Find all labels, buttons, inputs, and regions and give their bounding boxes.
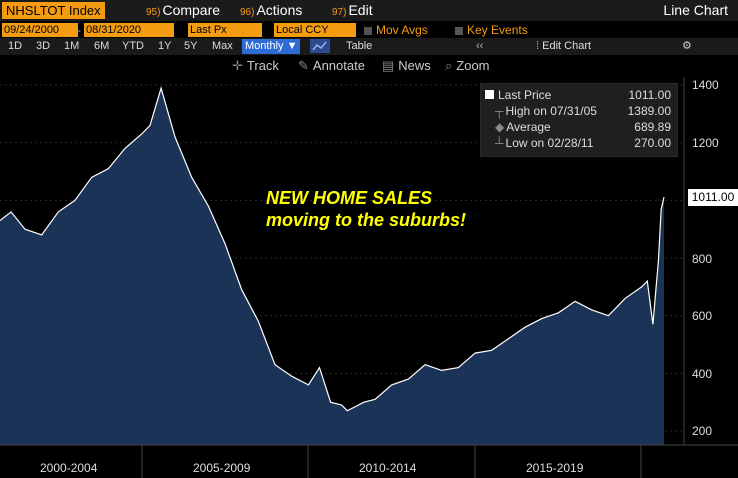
- y-tick-400: 400: [692, 367, 712, 381]
- top-toolbar: NHSLTOT Index 95) Compare 96) Actions 97) E…: [0, 0, 738, 21]
- edit-chart-button[interactable]: ⁞ Edit Chart: [536, 39, 591, 54]
- news-tool[interactable]: ▤ News: [382, 57, 431, 75]
- annotate-label: Annotate: [313, 58, 365, 73]
- chart-type-title: Line Chart: [663, 1, 728, 20]
- average-marker-icon: ◆: [495, 120, 504, 134]
- zoom-label: Zoom: [456, 58, 489, 73]
- currency-select[interactable]: Local CCY: [274, 23, 356, 37]
- news-icon: ▤: [382, 58, 394, 73]
- period-3d[interactable]: 3D: [36, 39, 50, 54]
- period-5y[interactable]: 5Y: [184, 39, 197, 54]
- edit-menu[interactable]: 97) Edit: [332, 1, 373, 20]
- period-ytd[interactable]: YTD: [122, 39, 144, 54]
- last-value-tag: 1011.00: [688, 189, 738, 206]
- collapse-left-icon[interactable]: ‹‹: [476, 39, 483, 54]
- legend-last-price: Last Price: [485, 88, 551, 103]
- actions-menu-num: 96): [240, 7, 254, 18]
- legend-box: Last Price 1011.00 ┬ High on 07/31/05 138…: [480, 83, 678, 157]
- tools-row: ✛ Track ✎ Annotate ▤ News ⌕ Zoom: [0, 55, 738, 77]
- track-label: Track: [247, 58, 279, 73]
- mov-avgs-toggle[interactable]: Mov Avgs: [364, 23, 428, 37]
- y-tick-800: 800: [692, 252, 712, 266]
- settings-row: 09/24/2000 - 08/31/2020 Last Px Local CC…: [0, 21, 738, 38]
- compare-menu-num: 95): [146, 7, 160, 18]
- price-field-select[interactable]: Last Px: [188, 23, 262, 37]
- period-max[interactable]: Max: [212, 39, 233, 54]
- actions-menu[interactable]: 96) Actions: [240, 1, 302, 20]
- start-date-field[interactable]: 09/24/2000: [2, 23, 78, 37]
- annotate-icon: ✎: [298, 58, 309, 73]
- x-label-2000-2004: 2000-2004: [40, 461, 97, 475]
- compare-menu-label: Compare: [162, 2, 220, 18]
- legend-average-label: Average: [506, 120, 550, 134]
- gear-icon[interactable]: ⚙: [682, 39, 692, 54]
- legend-average-value: 689.89: [634, 120, 671, 135]
- x-label-2010-2014: 2010-2014: [359, 461, 416, 475]
- legend-average: ◆ Average: [495, 120, 551, 135]
- y-tick-1400: 1400: [692, 78, 719, 92]
- table-button[interactable]: Table: [346, 39, 372, 54]
- compare-menu[interactable]: 95) Compare: [146, 1, 220, 20]
- key-events-label: Key Events: [467, 23, 528, 37]
- line-chart-icon[interactable]: [310, 39, 330, 53]
- y-tick-200: 200: [692, 424, 712, 438]
- legend-high: ┬ High on 07/31/05: [495, 104, 597, 119]
- y-tick-1200: 1200: [692, 136, 719, 150]
- actions-menu-label: Actions: [256, 2, 302, 18]
- annotation-line-1[interactable]: NEW HOME SALES: [266, 188, 432, 209]
- period-6m[interactable]: 6M: [94, 39, 109, 54]
- key-events-checkbox[interactable]: [455, 27, 463, 35]
- zoom-icon: ⌕: [445, 58, 452, 73]
- crosshair-icon: ✛: [232, 58, 243, 73]
- legend-high-value: 1389.00: [628, 104, 671, 119]
- frequency-select[interactable]: Monthly ▼: [242, 39, 300, 54]
- last-price-swatch: [485, 90, 494, 99]
- edit-chart-icon: ⁞: [536, 40, 539, 52]
- news-label: News: [398, 58, 431, 73]
- period-1m[interactable]: 1M: [64, 39, 79, 54]
- end-date-field[interactable]: 08/31/2020: [84, 23, 174, 37]
- y-tick-600: 600: [692, 309, 712, 323]
- legend-last-price-value: 1011.00: [629, 88, 672, 103]
- frequency-label: Monthly: [245, 40, 284, 52]
- legend-last-price-label: Last Price: [498, 88, 551, 102]
- legend-low-label: Low on 02/28/11: [506, 136, 594, 150]
- x-label-2005-2009: 2005-2009: [193, 461, 250, 475]
- mov-avgs-label: Mov Avgs: [376, 23, 428, 37]
- period-row: 1D 3D 1M 6M YTD 1Y 5Y Max Monthly ▼ Tabl…: [0, 38, 738, 55]
- edit-chart-label: Edit Chart: [542, 40, 591, 52]
- track-tool[interactable]: ✛ Track: [232, 57, 279, 75]
- annotation-line-2[interactable]: moving to the suburbs!: [266, 210, 466, 231]
- annotate-tool[interactable]: ✎ Annotate: [298, 57, 365, 75]
- period-1y[interactable]: 1Y: [158, 39, 171, 54]
- key-events-toggle[interactable]: Key Events: [455, 23, 528, 37]
- legend-high-label: High on 07/31/05: [506, 104, 597, 118]
- x-label-2015-2019: 2015-2019: [526, 461, 583, 475]
- legend-low-value: 270.00: [634, 136, 671, 151]
- low-marker-icon: ┴: [495, 136, 504, 150]
- period-1d[interactable]: 1D: [8, 39, 22, 54]
- high-marker-icon: ┬: [495, 104, 504, 118]
- zoom-tool[interactable]: ⌕ Zoom: [445, 57, 490, 75]
- chevron-down-icon: ▼: [287, 40, 298, 52]
- date-separator: -: [77, 23, 81, 37]
- mov-avgs-checkbox[interactable]: [364, 27, 372, 35]
- edit-menu-num: 97): [332, 7, 346, 18]
- edit-menu-label: Edit: [348, 2, 372, 18]
- ticker-field[interactable]: NHSLTOT Index: [2, 2, 105, 19]
- legend-low: ┴ Low on 02/28/11: [495, 136, 593, 151]
